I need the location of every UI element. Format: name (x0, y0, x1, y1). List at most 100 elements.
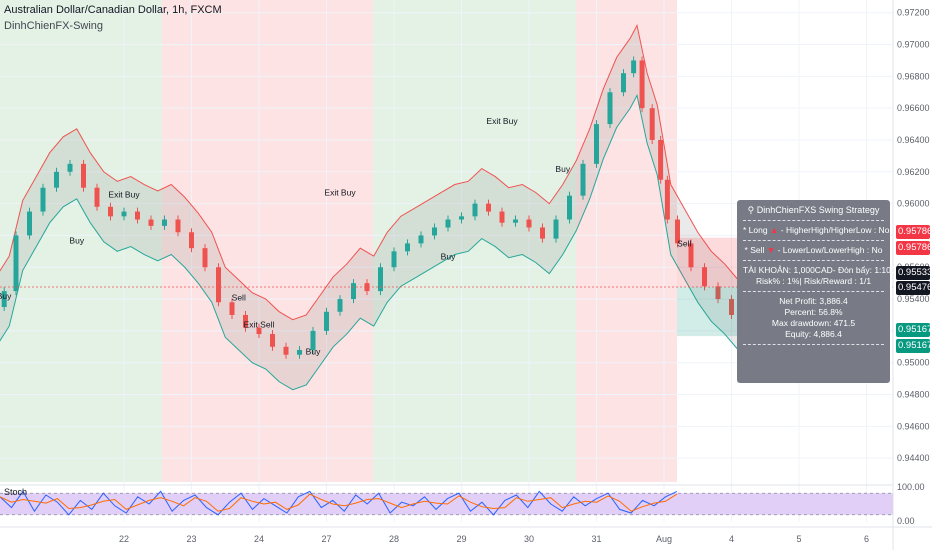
take-profit-zone (677, 286, 737, 337)
max-drawdown: Max drawdown: 471.5 (771, 318, 856, 328)
signal-label: Buy (555, 164, 570, 174)
equity: Equity: 4,886.4 (785, 329, 842, 339)
stoch-tick-label: 0.00 (897, 516, 915, 526)
x-tick-label: 27 (321, 534, 331, 544)
signal-label: Exit Buy (108, 189, 140, 199)
candle (715, 286, 721, 300)
candle (202, 248, 208, 268)
candle (13, 235, 19, 292)
candle (526, 219, 532, 228)
stoch-d-line (0, 493, 678, 512)
candle (108, 206, 113, 217)
candle (81, 163, 86, 188)
x-tick-label: 22 (119, 534, 129, 544)
candle (162, 219, 167, 226)
candle (553, 219, 559, 239)
candle (297, 349, 302, 355)
candle (54, 171, 59, 188)
candle (729, 299, 734, 315)
candle (540, 227, 545, 239)
candle (567, 195, 572, 220)
sell-row: * Sell ▼ - LowerLow/LowerHigh : No (743, 245, 884, 256)
candle (189, 232, 194, 249)
signal-label: Sell (677, 239, 691, 249)
sell-desc: - LowerLow/LowerHigh : No (777, 245, 883, 255)
candle (445, 219, 451, 228)
net-profit: Net Profit: 3,886.4 (779, 296, 848, 306)
candle (418, 235, 424, 244)
indicator-name[interactable]: DinhChienFX-Swing (4, 20, 104, 32)
y-tick-label: 0.94600 (897, 421, 930, 431)
y-tick-label: 0.95400 (897, 294, 930, 304)
price-tag-sl-2: 0.95786 (896, 241, 932, 255)
candle (649, 108, 655, 140)
candle (391, 251, 397, 268)
candle (175, 219, 181, 233)
candle (1, 291, 7, 308)
x-tick-label: 29 (456, 534, 466, 544)
candle (472, 203, 478, 217)
y-tick-label: 0.96400 (897, 135, 930, 145)
price-tag-sl: 0.95786 (896, 225, 932, 239)
x-tick-label: 23 (186, 534, 196, 544)
risk-row: Risk% : 1%| Risk/Reward : 1/1 (755, 276, 872, 286)
background-zone (0, 0, 162, 482)
candle (310, 330, 316, 350)
candle (148, 219, 154, 226)
x-tick-label: 28 (389, 534, 399, 544)
account-row: TÀI KHOẢN: 1,000CAD- Đòn bẩy: 1:100 (743, 265, 896, 275)
candle (405, 243, 410, 252)
symbol-title: Australian Dollar/Canadian Dollar, 1h, F… (4, 4, 222, 16)
candle (27, 211, 32, 236)
candle (631, 60, 637, 74)
candle (40, 187, 46, 212)
y-tick-label: 0.96600 (897, 103, 930, 113)
signal-label: Buy (306, 347, 321, 357)
y-tick-label: 0.96200 (897, 167, 930, 177)
y-tick-label: 0.96000 (897, 199, 930, 209)
upper-envelope (0, 24, 763, 321)
candle (283, 346, 289, 355)
envelope-band (0, 25, 762, 390)
search-icon: ⚲ (747, 205, 755, 215)
candle (243, 314, 248, 328)
candle (658, 139, 664, 180)
stop-loss-zone (677, 237, 737, 287)
x-tick-label: Aug (656, 534, 672, 544)
candle (513, 219, 518, 223)
candle (324, 311, 329, 331)
candle (594, 124, 599, 164)
candle (499, 211, 505, 223)
x-tick-label: 5 (796, 534, 801, 544)
long-row: * Long ▲ - HigherHigh/HigherLow : No (743, 225, 889, 236)
price-tag-current: 0.95476 (896, 281, 932, 295)
price-tag-tp: 0.95167 (896, 323, 932, 337)
x-tick-label: 30 (524, 534, 534, 544)
panel-title: DinhChienFXS Swing Strategy (756, 205, 880, 215)
y-tick-label: 0.96800 (897, 71, 930, 81)
strategy-panel: ⚲ DinhChienFXS Swing Strategy * Long ▲ -… (737, 200, 896, 383)
triangle-down-icon: ▼ (766, 245, 776, 255)
candle (580, 163, 586, 196)
candle (688, 243, 694, 268)
divider (743, 344, 884, 345)
candle (675, 219, 680, 244)
stoch-name: Stoch (4, 487, 27, 497)
background-zone (576, 0, 677, 482)
candle (216, 267, 221, 303)
candle (351, 283, 356, 300)
candle (256, 327, 262, 335)
candle (621, 73, 626, 93)
candle (337, 299, 343, 312)
price-tag-tp-2: 0.95167 (896, 339, 932, 353)
divider (743, 260, 884, 261)
signal-label: Sell (232, 293, 246, 303)
signal-label: Exit Sell (244, 320, 275, 330)
candle (270, 334, 275, 347)
candle (121, 211, 127, 217)
candle (432, 227, 437, 236)
triangle-up-icon: ▲ (769, 225, 779, 235)
candle (135, 211, 140, 220)
x-tick-label: 31 (591, 534, 601, 544)
